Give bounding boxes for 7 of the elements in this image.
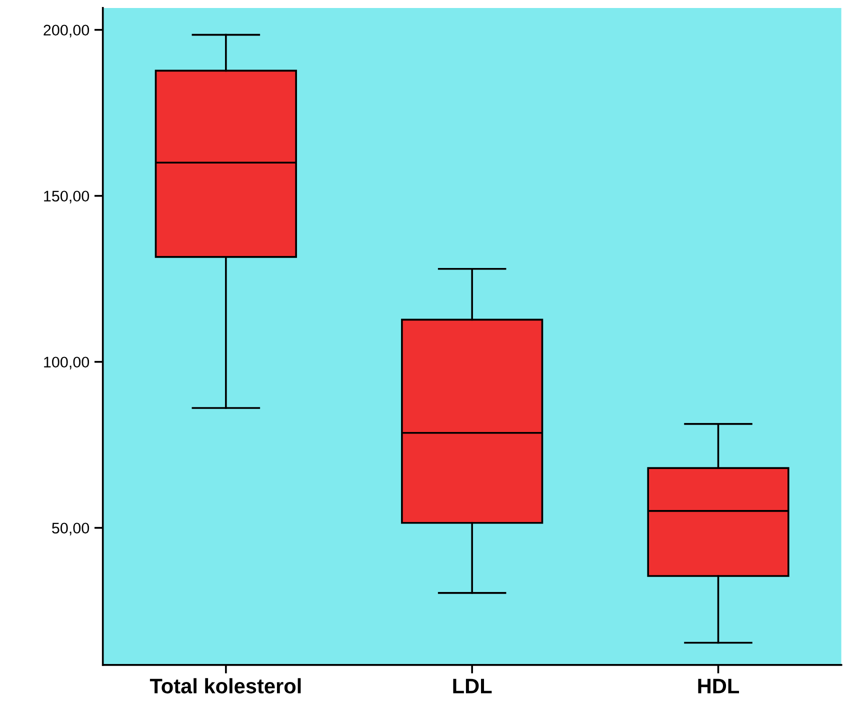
x-tick-label: LDL bbox=[453, 678, 492, 694]
y-tick-label: 150,00 bbox=[44, 190, 90, 204]
x-tick-label: Total kolesterol bbox=[150, 678, 301, 694]
y-tick-label: 200,00 bbox=[44, 24, 90, 38]
y-tick-label: 50,00 bbox=[52, 522, 90, 536]
y-tick-label: 100,00 bbox=[44, 356, 90, 370]
x-tick-label: HDL bbox=[698, 678, 740, 694]
